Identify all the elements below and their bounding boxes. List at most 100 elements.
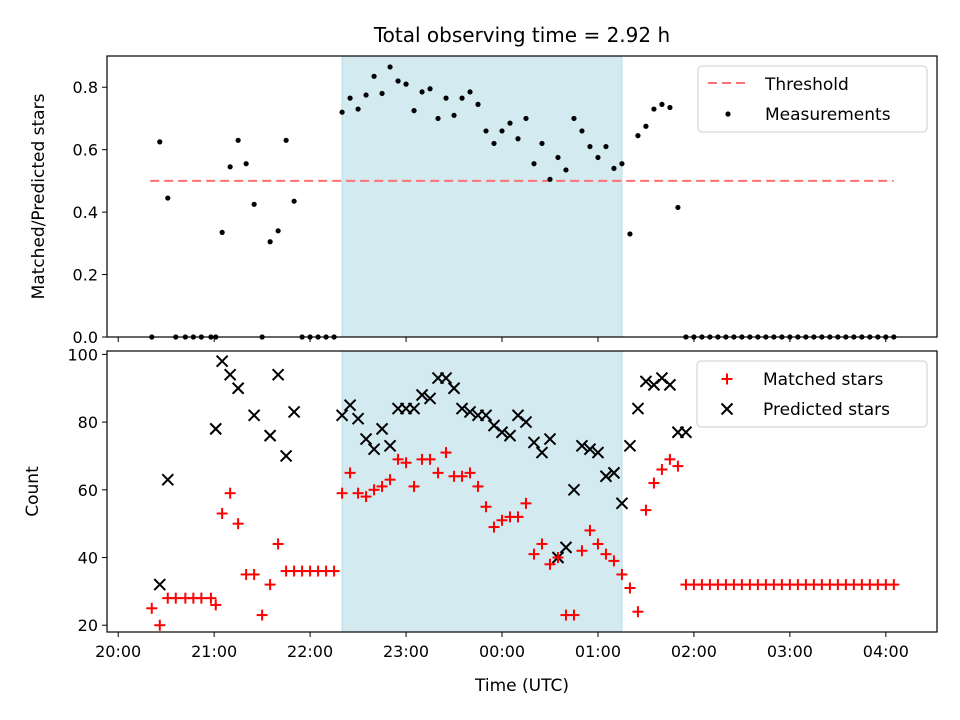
matched-star-point [154, 619, 166, 631]
predicted-star-point [679, 426, 693, 439]
predicted-star-point [359, 432, 373, 446]
marker-stroke [607, 466, 621, 480]
predicted-star-point [503, 429, 517, 442]
marker-stroke [623, 439, 637, 453]
matched-star-point [352, 487, 364, 499]
measurement-point [659, 101, 665, 107]
matched-star-point [632, 606, 644, 618]
y-tick-label: 80 [78, 413, 98, 432]
matched-star-point [336, 487, 348, 499]
marker-stroke [231, 382, 245, 395]
predicted-star-point [161, 473, 174, 486]
predicted-star-point [335, 409, 349, 422]
marker-stroke [559, 541, 573, 554]
top-axes-frame [106, 55, 938, 338]
matched-star-point [146, 602, 158, 614]
predicted-star-point [663, 378, 677, 392]
legend-plus-marker [721, 373, 733, 385]
measurement-point [443, 95, 449, 101]
measurement-point [547, 176, 553, 182]
marker-stroke [655, 371, 669, 385]
marker-stroke [335, 409, 349, 422]
matched-star-point [520, 497, 532, 509]
predicted-star-point [263, 429, 277, 442]
measurement-point [363, 92, 369, 98]
marker-stroke [567, 483, 581, 497]
matched-star-point [464, 467, 476, 479]
y-tick-label: 60 [78, 481, 98, 500]
matched-star-point [496, 514, 508, 526]
predicted-star-point [535, 446, 549, 459]
matched-star-point [195, 592, 207, 604]
matched-star-point [576, 545, 588, 557]
matched-star-point [376, 480, 388, 492]
matched-star-point [656, 463, 668, 475]
matched-star-point [664, 453, 676, 465]
y-tick-label: 0.2 [73, 266, 98, 285]
matched-star-point [224, 487, 236, 499]
matched-star-point [640, 504, 652, 516]
marker-stroke [439, 371, 453, 385]
matched-star-point [256, 609, 268, 621]
predicted-star-point [615, 497, 629, 510]
bottom-y-axis-label: Count [23, 466, 43, 517]
matched-star-point [368, 484, 380, 496]
marker-stroke [375, 422, 389, 436]
measurement-point [387, 64, 393, 70]
legend-predicted-label: Predicted stars [763, 400, 890, 420]
marker-stroke [511, 409, 525, 422]
matched-star-point [608, 555, 620, 567]
measurement-point [451, 112, 457, 118]
marker-stroke [343, 398, 357, 412]
matched-star-point [568, 609, 580, 621]
measurement-point [507, 120, 513, 126]
legend-matched-swatch [721, 373, 733, 385]
marker-stroke [631, 402, 645, 415]
measurement-point [627, 231, 633, 237]
measurement-point [555, 154, 561, 161]
measurement-point [499, 128, 505, 134]
matched-star-point [648, 477, 660, 489]
measurement-point [675, 204, 681, 211]
predicted-star-point [631, 402, 645, 415]
measurement-point [563, 167, 569, 173]
predicted-star-point [591, 446, 605, 459]
marker-stroke [215, 354, 229, 368]
predicted-star-point [583, 442, 597, 456]
matched-star-point [552, 552, 564, 564]
matched-star-point [216, 508, 228, 520]
marker-stroke [415, 388, 429, 402]
measurement-point [515, 136, 521, 142]
marker-stroke [615, 497, 629, 510]
predicted-star-point [455, 402, 469, 415]
y-tick-label: 0.4 [73, 203, 98, 222]
measurement-point [467, 89, 473, 95]
matched-star-point [456, 470, 468, 482]
marker-stroke [535, 446, 549, 459]
x-tick-label: 21:00 [191, 642, 237, 661]
matched-star-point [328, 565, 340, 577]
y-tick-label: 20 [78, 616, 98, 635]
matched-star-point [408, 480, 420, 492]
measurement-point [595, 154, 601, 161]
matched-star-point [205, 592, 217, 604]
marker-stroke [161, 473, 174, 486]
legend-matched-label: Matched stars [763, 370, 883, 390]
top-legend: Threshold Measurements [697, 65, 928, 133]
marker-stroke [503, 429, 517, 442]
measurement-point [491, 140, 497, 147]
measurement-point [427, 86, 433, 92]
predicted-star-point [367, 442, 381, 456]
marker-stroke [351, 412, 365, 425]
matched-star-point [536, 538, 548, 550]
predicted-star-point [519, 415, 533, 429]
top-legend-box [697, 65, 928, 133]
measurement-point [667, 104, 673, 111]
predicted-star-point [495, 426, 509, 439]
x-axis-label: Time (UTC) [474, 676, 569, 696]
marker-stroke [599, 470, 613, 483]
bottom-x-ticks: 20:00 21:00 22:00 23:00 00:00 01:00 02:00 03:00… [95, 632, 909, 661]
predicted-star-point [279, 449, 293, 463]
measurement-point [483, 128, 489, 134]
measurement-point [459, 95, 465, 101]
